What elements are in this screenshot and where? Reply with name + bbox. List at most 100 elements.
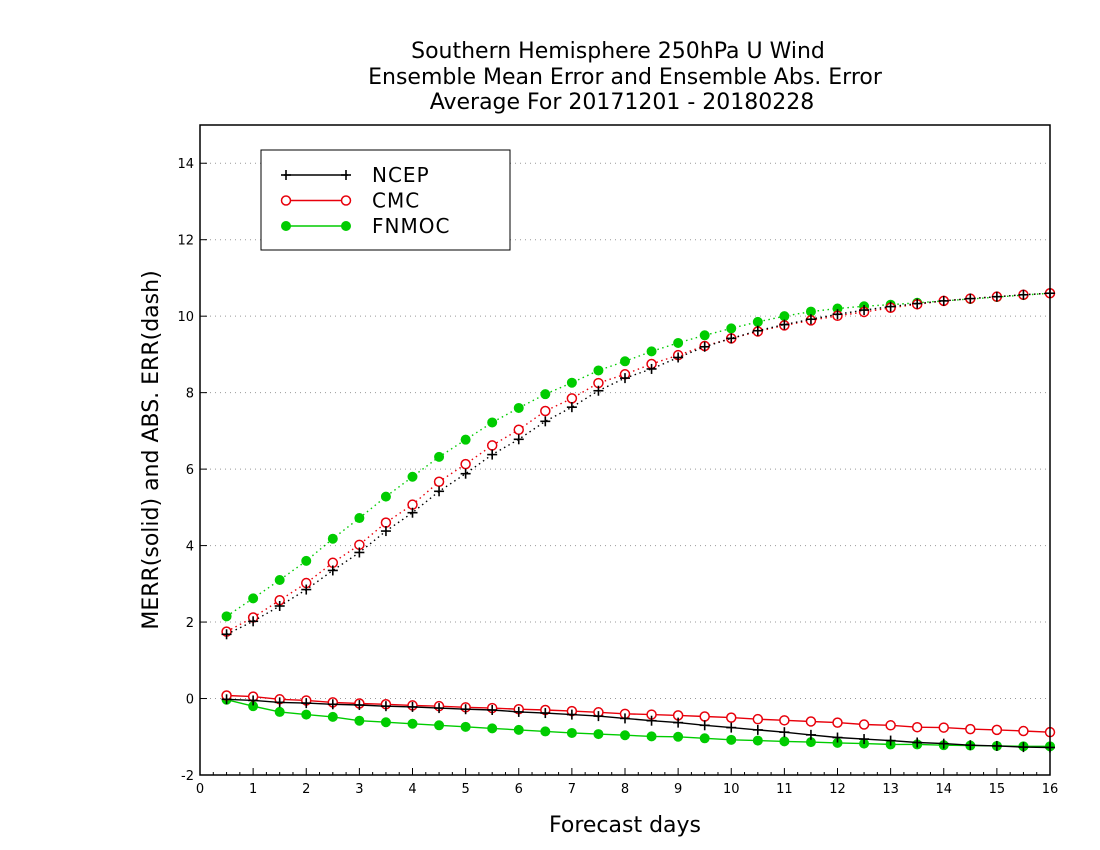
fnmoc-mean-error-point: [407, 718, 418, 729]
cmc-abs-error-point: [540, 405, 551, 417]
x-tick-label: 5: [461, 782, 469, 797]
ncep-mean-error-point: [965, 740, 976, 751]
x-tick-label: 4: [408, 782, 416, 797]
fnmoc-mean-error-point: [699, 733, 710, 744]
legend-entry-ncep: NCEP: [281, 163, 430, 187]
fnmoc-abs-error-point: [646, 346, 657, 357]
ncep-abs-error-point: [434, 486, 445, 497]
fnmoc-abs-error-point: [407, 471, 418, 482]
fnmoc-mean-error-point: [540, 726, 551, 737]
ncep-abs-error-point: [965, 293, 976, 304]
legend-entry-fnmoc: FNMOC: [281, 214, 450, 238]
cmc-mean-error-point: [938, 722, 949, 733]
ncep-abs-error-point: [540, 416, 551, 427]
ncep-mean-error-point: [779, 727, 790, 738]
series-cmc: [221, 287, 1056, 738]
cmc-mean-error-line: [226, 694, 1051, 733]
ncep-mean-error-point: [248, 695, 259, 706]
fnmoc-mean-error-point: [513, 724, 524, 735]
y-tick-label: 14: [177, 157, 194, 172]
cmc-abs-error-line: [226, 292, 1051, 633]
fnmoc-mean-error-point: [301, 709, 312, 720]
ncep-mean-error-point: [327, 699, 338, 710]
x-tick-label: 12: [829, 782, 846, 797]
ncep-mean-error-point: [859, 734, 870, 745]
x-tick-label: 14: [935, 782, 952, 797]
y-tick-label: 10: [177, 310, 194, 325]
fnmoc-mean-error-point: [779, 736, 790, 747]
ncep-abs-error-point: [274, 601, 285, 611]
fnmoc-abs-error-point: [487, 417, 498, 428]
cmc-abs-error-point: [486, 440, 498, 451]
fnmoc-abs-error-point: [593, 365, 604, 376]
y-tick-label: 12: [177, 234, 194, 249]
fnmoc-abs-error-point: [699, 330, 710, 341]
fnmoc-abs-error-point: [566, 377, 577, 388]
ncep-abs-error-point: [779, 319, 790, 330]
ncep-abs-error-point: [460, 468, 471, 479]
grid: [200, 162, 1050, 700]
ncep-abs-error-point: [859, 305, 870, 316]
ncep-abs-error-point: [487, 449, 498, 460]
legend-label: NCEP: [372, 163, 430, 187]
series-ncep: [221, 288, 1055, 753]
cmc-mean-error-point: [991, 724, 1003, 736]
ncep-mean-error-point: [699, 720, 710, 731]
cmc-abs-error-point: [380, 517, 392, 528]
ncep-abs-error-point: [301, 584, 312, 595]
legend-label: FNMOC: [372, 214, 450, 238]
cmc-abs-error-point: [566, 393, 578, 404]
x-tick-label: 3: [355, 782, 363, 797]
ncep-mean-error-point: [407, 701, 418, 712]
ncep-mean-error-point: [274, 697, 285, 708]
x-axis-label: Forecast days: [549, 813, 701, 838]
fnmoc-mean-error-point: [620, 730, 630, 741]
y-tick-label: 0: [186, 693, 194, 708]
x-tick-label: 7: [568, 782, 576, 797]
ncep-mean-error-point: [726, 722, 737, 733]
ncep-mean-error-point: [832, 732, 843, 743]
cmc-mean-error-point: [858, 719, 870, 730]
fnmoc-abs-error-point: [380, 491, 391, 502]
fnmoc-mean-error-point: [380, 717, 391, 728]
fnmoc-abs-error-point: [301, 555, 312, 566]
ncep-mean-error-point: [540, 708, 551, 719]
ncep-mean-error-point: [434, 703, 445, 714]
ncep-abs-error-point: [726, 333, 737, 344]
fnmoc-mean-error-point: [752, 735, 763, 746]
ncep-abs-error-point: [620, 373, 630, 384]
ncep-mean-error-point: [885, 735, 896, 746]
fnmoc-abs-error-point: [248, 593, 259, 604]
cmc-abs-error-point: [433, 476, 445, 487]
ncep-mean-error-point: [354, 700, 365, 711]
fnmoc-abs-error-point: [620, 356, 630, 367]
cmc-mean-error-point: [752, 713, 764, 725]
cmc-mean-error-point: [832, 717, 843, 728]
ncep-mean-error-point: [593, 711, 604, 722]
ncep-mean-error-point: [513, 706, 524, 717]
cmc-mean-error-point: [1018, 725, 1029, 737]
fnmoc-mean-error-line: [226, 699, 1050, 747]
fnmoc-mean-error-point: [354, 715, 365, 726]
chart-title-line-2: Ensemble Mean Error and Ensemble Abs. Er…: [368, 65, 883, 90]
ncep-abs-error-point: [407, 507, 418, 518]
ncep-abs-error-point: [646, 363, 657, 374]
legend-entry-cmc: CMC: [280, 189, 419, 213]
legend-marker: [340, 195, 352, 206]
ncep-mean-error-point: [566, 709, 577, 720]
fnmoc-abs-error-point: [540, 389, 551, 400]
x-tick-label: 2: [302, 782, 310, 797]
ncep-mean-error-line: [226, 698, 1051, 749]
cmc-abs-error-point: [513, 424, 524, 435]
ncep-mean-error-point: [938, 738, 949, 749]
x-tick-label: 16: [1042, 782, 1059, 797]
ncep-abs-error-point: [699, 341, 710, 352]
x-tick-label: 1: [249, 782, 257, 797]
cmc-mean-error-point: [911, 721, 923, 733]
ncep-mean-error-point: [620, 713, 630, 724]
y-tick-label: 8: [186, 387, 194, 402]
fnmoc-mean-error-point: [593, 729, 604, 740]
